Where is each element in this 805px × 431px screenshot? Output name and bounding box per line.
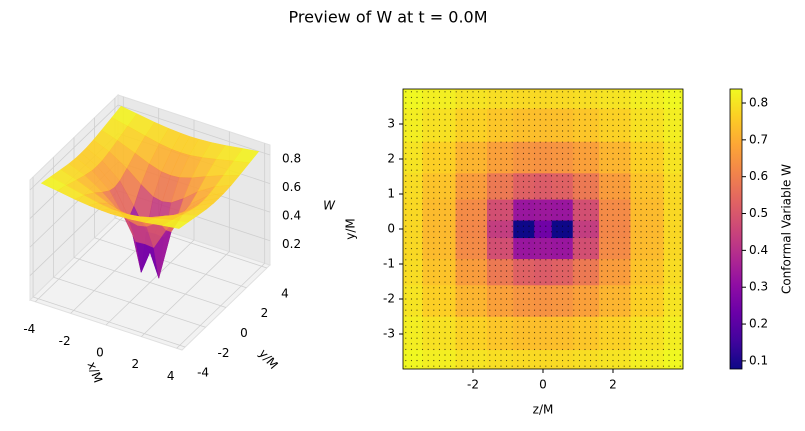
x-tick-label: -4 <box>23 322 35 336</box>
x-tick-label: 4 <box>167 369 175 383</box>
colorbar-tick-label: 0.8 <box>749 96 768 110</box>
x-tick-label: 0 <box>96 346 104 360</box>
y-tick-label: -2 <box>383 292 395 306</box>
grid-line <box>29 104 119 191</box>
z-tick-label: 0.4 <box>282 209 301 223</box>
colorbar-tick-label: 0.4 <box>749 243 768 257</box>
z-tick-label: 0.6 <box>282 180 301 194</box>
x-tick-label: -2 <box>59 334 71 348</box>
x-tick-label: 2 <box>609 378 617 392</box>
grid-line <box>53 276 206 328</box>
colorbar-tick-label: 0.5 <box>749 206 768 220</box>
grid-line <box>117 104 271 156</box>
y-tick-label: 2 <box>387 152 395 166</box>
x-tick-label: 0 <box>539 378 547 392</box>
colorbar <box>729 88 743 370</box>
y-tick-label: -4 <box>197 366 209 380</box>
colorbar-tick-label: 0.2 <box>749 317 768 331</box>
z-axis-label: W <box>323 199 336 213</box>
colorbar-tick-label: 0.6 <box>749 169 768 183</box>
y-tick-label: -2 <box>218 346 230 360</box>
y-tick-label: -3 <box>383 327 395 341</box>
heatmap-plot: -2 0 2 -3 -2 -1 0 1 2 3 z/M y/M 0.1 0.2 0.3 0.4 0.5 0.6 0.… <box>344 88 794 417</box>
grid-dots <box>403 89 683 369</box>
colorbar-tick-label: 0.1 <box>749 353 768 367</box>
y-tick-label: 1 <box>387 187 395 201</box>
figure-title: Preview of W at t = 0.0M <box>288 8 487 27</box>
grid-line <box>73 257 227 308</box>
y-tick-label: 4 <box>281 286 289 300</box>
y-axis-label: y/M <box>344 218 358 240</box>
x-tick-label: -2 <box>467 378 479 392</box>
z-tick-label: 0.8 <box>282 152 301 166</box>
grid-line <box>94 237 247 289</box>
colorbar-tick-label: 0.7 <box>749 132 768 146</box>
y-tick-label: 2 <box>261 306 269 320</box>
z-tick-label: 0.2 <box>282 237 301 251</box>
surface-patch <box>162 220 189 229</box>
y-tick-label: 0 <box>387 222 395 236</box>
x-axis-label: z/M <box>533 403 554 417</box>
x-axis-label: x/M <box>85 360 106 385</box>
x-tick-label: 2 <box>132 357 140 371</box>
grid-line <box>32 296 186 348</box>
colorbar-tick-label: 0.3 <box>749 280 768 294</box>
y-tick-label: 3 <box>387 117 395 131</box>
y-axis-label: y/M <box>256 346 281 371</box>
y-tick-label: -1 <box>383 257 395 271</box>
colorbar-label: Conformal Variable W <box>780 164 794 294</box>
y-tick-label: 0 <box>240 326 248 340</box>
